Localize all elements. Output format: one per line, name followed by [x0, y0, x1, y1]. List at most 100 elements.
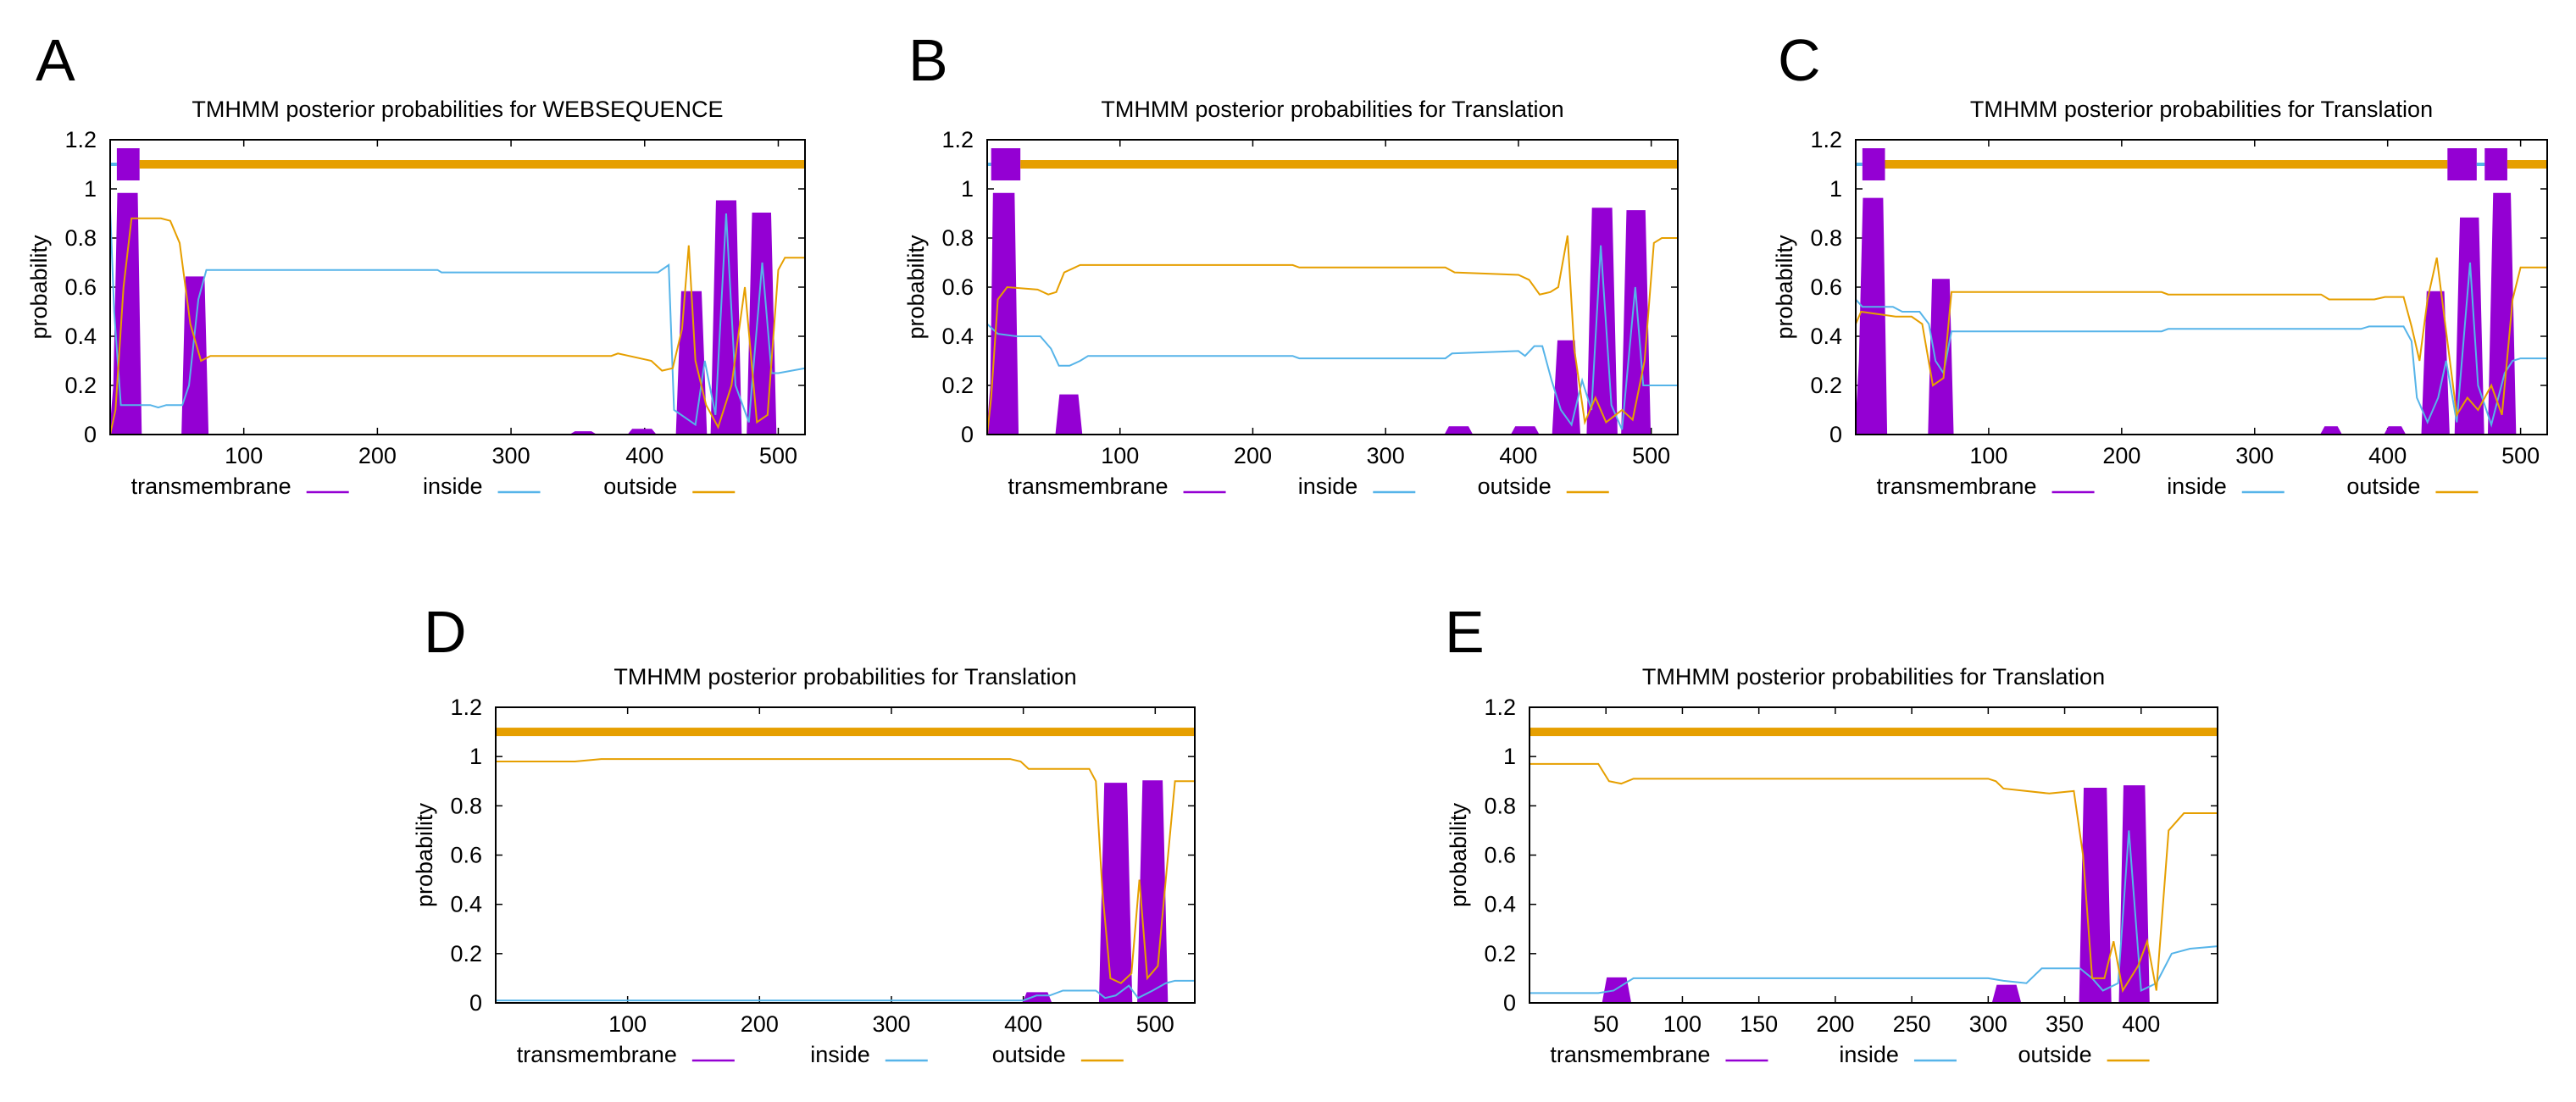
x-tick-label: 200: [1234, 443, 1272, 468]
legend-label-transmembrane: transmembrane: [1550, 1042, 1710, 1067]
legend-label-outside: outside: [2346, 473, 2420, 499]
y-tick-label: 0.2: [450, 941, 482, 966]
series-outside: [987, 235, 1678, 435]
y-tick-label: 1: [961, 176, 974, 202]
topology-inside: [987, 163, 991, 166]
legend-label-inside: inside: [423, 473, 483, 499]
x-tick-label: 100: [608, 1011, 647, 1037]
topology-transmembrane: [116, 148, 140, 180]
topology-outside: [1020, 160, 1678, 169]
x-tick-label: 300: [1367, 443, 1405, 468]
topology-outside: [1885, 160, 2448, 169]
x-tick-label: 150: [1740, 1011, 1778, 1037]
legend-label-transmembrane: transmembrane: [131, 473, 291, 499]
panel-label: C: [1778, 27, 1821, 93]
y-tick-label: 1: [1829, 176, 1842, 202]
x-tick-label: 300: [872, 1011, 910, 1037]
y-tick-label: 0.6: [1484, 843, 1516, 868]
series-outside: [1530, 762, 2218, 994]
series-inside: [1856, 262, 2547, 428]
y-tick-label: 0: [1829, 422, 1842, 447]
y-tick-label: 1.2: [64, 127, 97, 152]
y-tick-label: 0: [469, 990, 482, 1016]
y-tick-label: 0.2: [1810, 373, 1842, 398]
y-tick-label: 1: [469, 744, 482, 769]
y-tick-label: 1.2: [941, 127, 974, 152]
panel-label: E: [1445, 599, 1485, 665]
topology-outside: [2507, 160, 2547, 169]
topology-transmembrane: [991, 148, 1021, 180]
x-tick-label: 100: [1969, 443, 2007, 468]
y-tick-label: 0.4: [450, 892, 482, 917]
panel-label: B: [908, 27, 948, 93]
topology-outside: [139, 160, 805, 169]
y-tick-label: 0: [961, 422, 974, 447]
y-tick-label: 1: [1503, 744, 1516, 769]
series-outside: [1856, 257, 2547, 418]
series-transmembrane: [496, 780, 1195, 1003]
x-tick-label: 100: [1101, 443, 1139, 468]
y-tick-label: 0.8: [450, 793, 482, 818]
y-axis-label: probability: [903, 235, 929, 340]
x-tick-label: 500: [2501, 443, 2540, 468]
y-tick-label: 0.4: [64, 324, 97, 349]
y-tick-label: 1.2: [1810, 127, 1842, 152]
y-tick-label: 0.2: [941, 373, 974, 398]
panel-c: C TMHMM posterior probabilities for Trans…: [1772, 27, 2548, 499]
x-tick-label: 300: [2235, 443, 2273, 468]
legend-label-outside: outside: [603, 473, 677, 499]
y-axis-label: probability: [1446, 802, 1471, 907]
x-tick-label: 400: [1004, 1011, 1042, 1037]
legend-label-inside: inside: [1839, 1042, 1899, 1067]
y-axis-label: probability: [412, 802, 437, 907]
y-tick-label: 0.6: [450, 843, 482, 868]
y-tick-label: 1.2: [1484, 695, 1516, 720]
series-outside: [496, 758, 1195, 984]
x-tick-label: 200: [1816, 1011, 1854, 1037]
legend-label-inside: inside: [810, 1042, 870, 1067]
x-tick-label: 400: [625, 443, 663, 468]
y-axis-label: probability: [26, 235, 52, 340]
series-outside: [110, 217, 805, 435]
x-tick-label: 200: [2102, 443, 2140, 468]
y-tick-label: 0.6: [1810, 274, 1842, 300]
x-tick-label: 200: [358, 443, 397, 468]
y-tick-label: 0: [84, 422, 97, 447]
panel-a: A TMHMM posterior probabilities for WEBSE…: [26, 27, 806, 499]
y-tick-label: 0.8: [64, 225, 97, 251]
x-tick-label: 300: [1969, 1011, 2007, 1037]
plot-frame: [1855, 139, 2548, 435]
x-tick-label: 250: [1893, 1011, 1931, 1037]
x-tick-label: 100: [225, 443, 263, 468]
plot-frame: [986, 139, 1679, 435]
series-inside: [987, 245, 1678, 430]
x-tick-label: 350: [2046, 1011, 2084, 1037]
chart-title: TMHMM posterior probabilities for Transl…: [1642, 664, 2105, 689]
x-tick-label: 400: [1499, 443, 1537, 468]
series-inside: [496, 979, 1195, 1002]
series-inside: [1530, 830, 2218, 994]
x-tick-label: 500: [1136, 1011, 1174, 1037]
x-tick-label: 300: [492, 443, 530, 468]
topology-inside: [1856, 163, 1863, 166]
y-tick-label: 0: [1503, 990, 1516, 1016]
y-tick-label: 0.8: [941, 225, 974, 251]
y-tick-label: 0.4: [1810, 324, 1842, 349]
x-tick-label: 500: [759, 443, 797, 468]
panel-label: A: [36, 27, 75, 93]
y-tick-label: 0.8: [1810, 225, 1842, 251]
panel-e: E TMHMM posterior probabilities for Trans…: [1445, 599, 2218, 1067]
panel-d: D TMHMM posterior probabilities for Trans…: [412, 599, 1196, 1067]
plot-frame: [109, 139, 806, 435]
chart-title: TMHMM posterior probabilities for Transl…: [613, 664, 1076, 689]
series-transmembrane: [110, 192, 805, 435]
chart-title: TMHMM posterior probabilities for Transl…: [1101, 97, 1563, 122]
topology-transmembrane: [2447, 148, 2477, 180]
x-tick-label: 400: [2368, 443, 2407, 468]
plot-area: [1530, 728, 2218, 1003]
series-transmembrane: [987, 192, 1678, 435]
plot-area: [987, 148, 1678, 435]
plot-frame: [1529, 706, 2218, 1004]
topology-transmembrane: [1862, 148, 1885, 180]
legend-label-transmembrane: transmembrane: [517, 1042, 677, 1067]
